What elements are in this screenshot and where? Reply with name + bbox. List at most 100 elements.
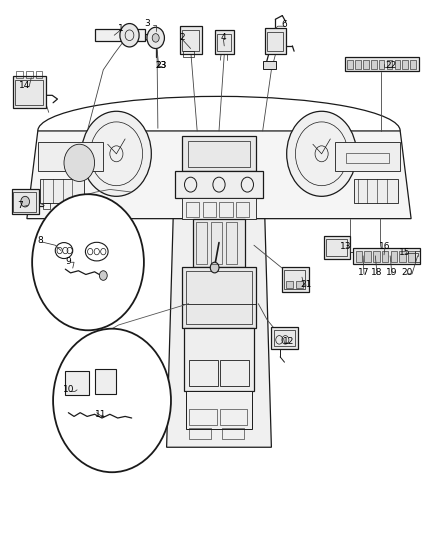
- Text: 20: 20: [401, 269, 413, 277]
- Bar: [410, 60, 416, 69]
- Bar: [175, 171, 263, 198]
- Text: 11: 11: [95, 410, 107, 419]
- Bar: [353, 248, 420, 264]
- Bar: [193, 219, 245, 266]
- Bar: [220, 409, 247, 425]
- Bar: [285, 270, 305, 289]
- Circle shape: [53, 329, 171, 472]
- Bar: [382, 251, 389, 262]
- Bar: [223, 427, 244, 439]
- Text: 17: 17: [358, 269, 370, 277]
- Bar: [346, 154, 389, 163]
- Circle shape: [210, 262, 219, 273]
- Bar: [35, 71, 42, 78]
- Text: 23: 23: [155, 61, 167, 70]
- Bar: [215, 30, 234, 54]
- Text: 2: 2: [179, 34, 185, 43]
- Bar: [355, 60, 361, 69]
- Bar: [403, 60, 408, 69]
- Bar: [324, 236, 350, 259]
- Text: 16: 16: [379, 243, 391, 252]
- Circle shape: [81, 111, 151, 196]
- Bar: [43, 203, 50, 209]
- Bar: [186, 201, 199, 216]
- Text: 4: 4: [221, 34, 226, 43]
- Bar: [220, 360, 249, 386]
- Bar: [182, 266, 256, 328]
- Bar: [186, 271, 252, 324]
- Bar: [283, 266, 308, 292]
- Circle shape: [32, 194, 144, 330]
- Bar: [335, 142, 400, 171]
- Bar: [347, 60, 353, 69]
- Circle shape: [99, 271, 107, 280]
- Bar: [95, 368, 117, 394]
- Bar: [364, 251, 371, 262]
- Bar: [183, 51, 194, 56]
- Bar: [189, 427, 211, 439]
- Polygon shape: [166, 219, 272, 447]
- Bar: [371, 60, 377, 69]
- Text: 12: 12: [283, 337, 294, 346]
- Bar: [356, 251, 362, 262]
- Bar: [12, 189, 39, 214]
- Bar: [272, 327, 297, 349]
- Bar: [408, 251, 415, 262]
- Bar: [267, 31, 283, 51]
- Circle shape: [120, 23, 139, 47]
- Bar: [182, 136, 256, 171]
- Text: 9: 9: [66, 257, 71, 265]
- Bar: [219, 201, 233, 216]
- Bar: [263, 61, 276, 69]
- Text: 7: 7: [18, 201, 23, 210]
- Bar: [211, 222, 222, 264]
- Bar: [379, 60, 385, 69]
- Bar: [391, 251, 397, 262]
- Bar: [354, 179, 398, 203]
- Text: 15: 15: [399, 248, 410, 257]
- Bar: [395, 60, 400, 69]
- Bar: [415, 251, 420, 262]
- Bar: [182, 30, 199, 51]
- Text: 22: 22: [386, 61, 397, 70]
- Bar: [40, 179, 84, 203]
- Bar: [38, 142, 103, 171]
- Bar: [345, 57, 419, 71]
- Text: 18: 18: [371, 269, 383, 277]
- Text: 10: 10: [63, 385, 74, 394]
- Bar: [13, 192, 36, 212]
- Bar: [296, 281, 303, 288]
- Text: 13: 13: [340, 242, 351, 251]
- Bar: [203, 201, 216, 216]
- Bar: [387, 60, 392, 69]
- Text: 14: 14: [19, 81, 30, 90]
- Bar: [95, 29, 145, 41]
- Bar: [236, 201, 249, 216]
- Circle shape: [147, 27, 164, 49]
- Bar: [16, 71, 23, 78]
- Circle shape: [287, 111, 357, 196]
- Bar: [286, 281, 293, 288]
- Circle shape: [152, 34, 159, 42]
- Text: 21: 21: [300, 279, 312, 288]
- Bar: [363, 60, 369, 69]
- Text: 3: 3: [144, 19, 150, 28]
- Bar: [226, 222, 237, 264]
- Text: 6: 6: [282, 20, 287, 29]
- Text: 19: 19: [386, 269, 398, 277]
- Bar: [189, 360, 218, 386]
- Circle shape: [64, 144, 95, 181]
- Bar: [399, 251, 406, 262]
- Bar: [65, 371, 89, 395]
- Circle shape: [21, 196, 29, 207]
- Text: 8: 8: [37, 237, 43, 246]
- Bar: [186, 391, 252, 429]
- Bar: [217, 34, 231, 51]
- Bar: [373, 251, 380, 262]
- Bar: [15, 80, 42, 106]
- Bar: [13, 76, 46, 108]
- Bar: [184, 328, 254, 391]
- Bar: [188, 141, 250, 166]
- Bar: [274, 330, 294, 346]
- Bar: [325, 239, 347, 256]
